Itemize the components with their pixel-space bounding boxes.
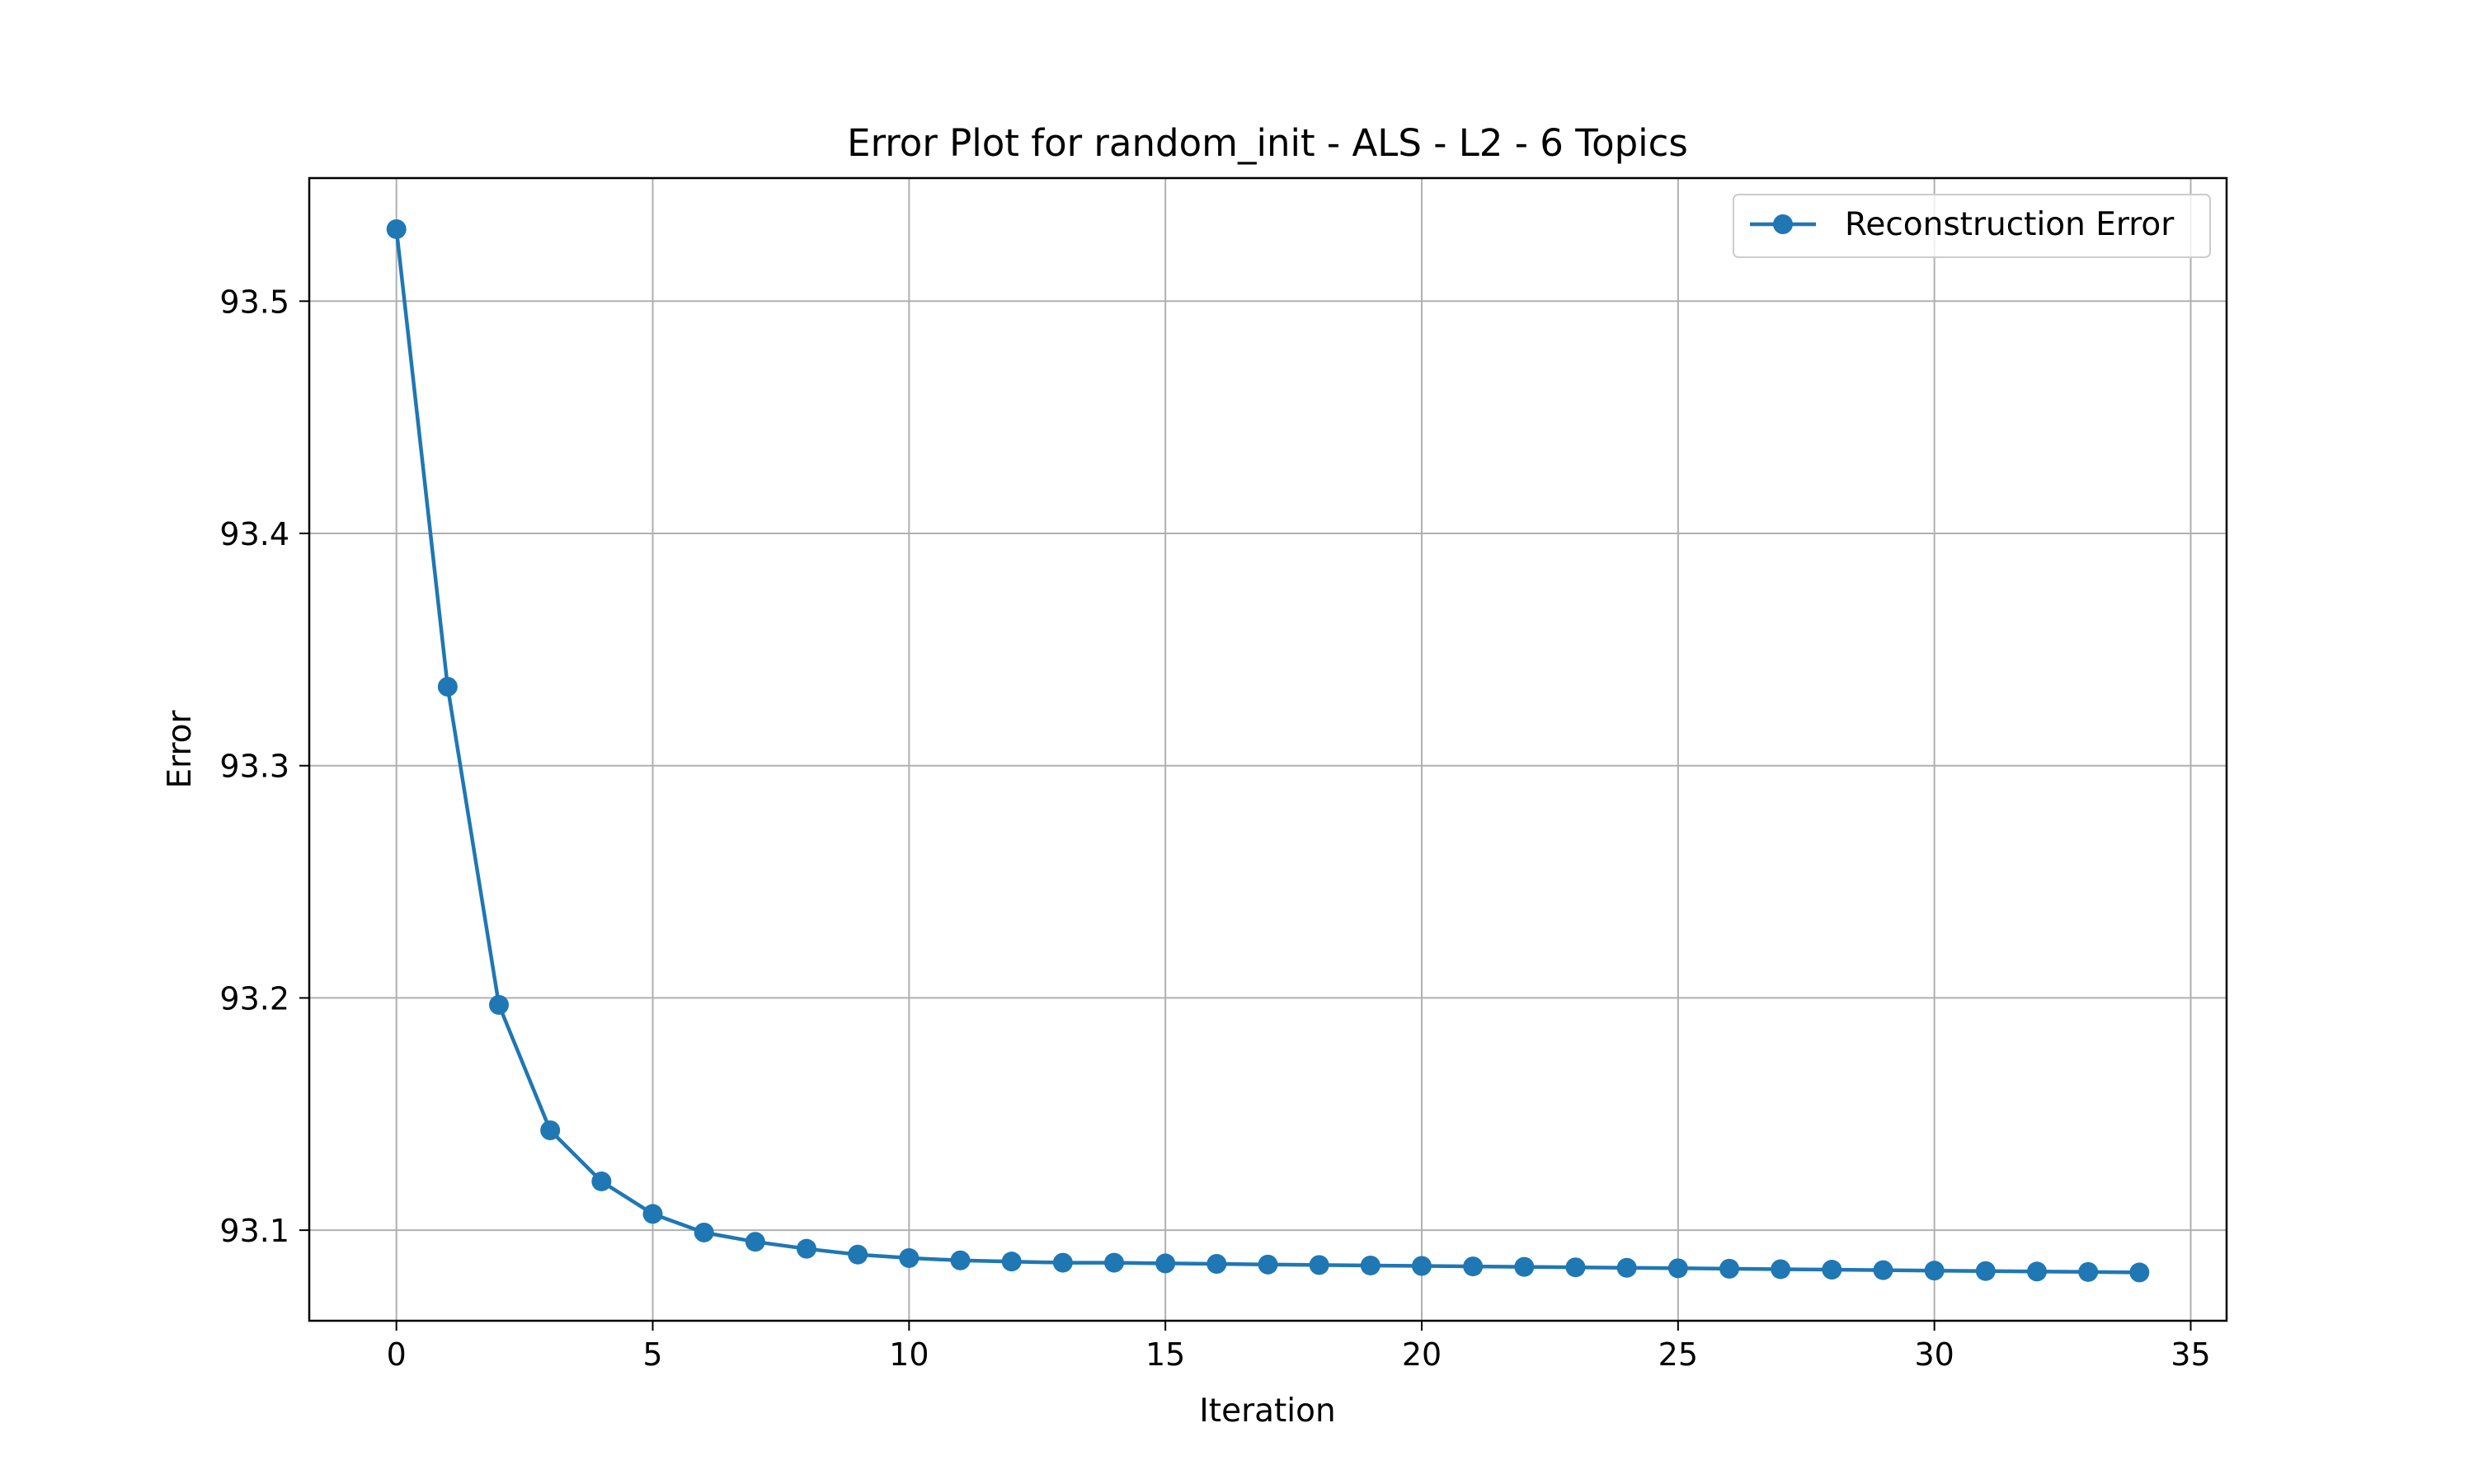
x-tick-label: 0	[387, 1336, 407, 1373]
data-point	[1463, 1256, 1484, 1277]
chart-title: Error Plot for random_init - ALS - L2 - …	[847, 121, 1688, 165]
data-point	[437, 676, 458, 697]
data-point	[591, 1171, 612, 1191]
legend-frame	[1733, 194, 2211, 258]
x-axis-label: Iteration	[1199, 1392, 1335, 1430]
y-axis-label: Error	[162, 710, 199, 789]
legend: Reconstruction Error	[1733, 194, 2211, 258]
data-point	[386, 218, 407, 239]
data-point	[2129, 1262, 2150, 1283]
x-tick-label: 25	[1658, 1336, 1698, 1373]
data-point	[694, 1222, 714, 1242]
y-tick-label: 93.5	[219, 284, 289, 320]
data-point	[1565, 1257, 1586, 1278]
data-point	[1155, 1253, 1176, 1274]
data-point	[1411, 1256, 1432, 1276]
legend-label: Reconstruction Error	[1845, 206, 2175, 243]
data-point	[797, 1238, 817, 1259]
data-point	[1924, 1261, 1945, 1281]
x-tick-label: 15	[1145, 1336, 1185, 1373]
data-point	[1206, 1253, 1227, 1274]
data-point	[642, 1204, 663, 1224]
x-tick-label: 35	[2171, 1336, 2210, 1373]
y-tick-label: 93.1	[219, 1213, 289, 1249]
x-tick-label: 5	[642, 1336, 662, 1373]
data-point	[1104, 1252, 1125, 1273]
data-point	[1771, 1259, 1791, 1280]
data-point	[1001, 1252, 1022, 1272]
data-point	[745, 1232, 765, 1252]
plot-frame	[308, 176, 2228, 1322]
x-tick-label: 30	[1914, 1336, 1954, 1373]
data-point	[1822, 1260, 1842, 1280]
data-point	[1258, 1254, 1278, 1275]
data-point	[950, 1250, 971, 1270]
data-point	[1360, 1255, 1380, 1275]
data-point	[1667, 1258, 1688, 1279]
y-tick-label: 93.2	[219, 980, 289, 1017]
data-point	[1873, 1260, 1893, 1280]
axis-ticks: 0 5 10 15 20 25 30 35 93.1 93.2 93.3 93.4 93.5	[219, 284, 2210, 1373]
series-layer	[386, 218, 2150, 1283]
y-tick-label: 93.3	[219, 749, 289, 785]
data-point	[899, 1247, 920, 1268]
data-point	[1975, 1261, 1996, 1281]
grid-lines	[309, 178, 2227, 1321]
data-point	[1309, 1255, 1329, 1275]
data-point	[1514, 1256, 1535, 1277]
data-point	[540, 1120, 561, 1140]
data-point	[1052, 1252, 1073, 1273]
y-tick-label: 93.4	[219, 516, 289, 552]
data-point	[1719, 1258, 1739, 1279]
data-point	[848, 1244, 868, 1265]
x-tick-label: 20	[1402, 1336, 1442, 1373]
x-tick-label: 10	[889, 1336, 929, 1373]
data-point	[489, 994, 510, 1015]
data-point	[2026, 1261, 2047, 1282]
legend-marker-swatch	[1773, 214, 1793, 234]
data-point	[2078, 1261, 2099, 1282]
data-point	[1616, 1257, 1637, 1278]
